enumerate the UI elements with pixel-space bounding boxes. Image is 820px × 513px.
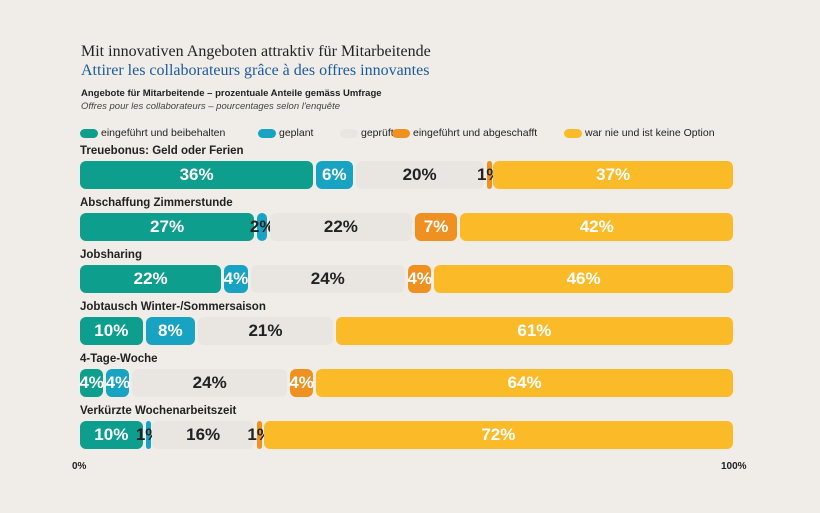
bar-segment: 6% xyxy=(316,161,353,189)
bar-segment: 7% xyxy=(414,213,458,241)
tick-label-0: 0% xyxy=(72,461,87,472)
data-label: 37% xyxy=(596,165,631,184)
bar-segment: 1% xyxy=(247,421,272,449)
data-label: 6% xyxy=(322,165,347,184)
legend-label: eingeführt und beibehalten xyxy=(101,127,226,139)
data-label: 61% xyxy=(517,321,552,340)
data-label: 20% xyxy=(402,165,437,184)
data-label: 2% xyxy=(249,217,275,236)
data-label: 46% xyxy=(566,269,601,288)
data-label: 4% xyxy=(79,373,104,392)
bar-segment: 20% xyxy=(355,161,484,189)
legend-item: eingeführt und abgeschafft xyxy=(392,127,537,139)
legend-swatch xyxy=(340,128,358,138)
data-label: 16% xyxy=(186,425,221,444)
bar-segment: 8% xyxy=(145,317,196,345)
bar-segment: 4% xyxy=(407,265,432,293)
bar-segment: 22% xyxy=(80,265,222,293)
bar-segment: 1% xyxy=(136,421,160,449)
data-label: 24% xyxy=(192,373,227,392)
bar-segment: 4% xyxy=(223,265,249,293)
bar-segment: 37% xyxy=(493,161,733,189)
legend-swatch xyxy=(392,128,410,138)
bar-segment: 2% xyxy=(250,213,274,241)
data-label: 64% xyxy=(507,373,542,392)
data-label: 8% xyxy=(158,321,183,340)
category-label: Verkürzte Wochenarbeitszeit xyxy=(80,405,237,417)
data-label: 27% xyxy=(150,217,185,236)
bar-segment: 1% xyxy=(477,161,502,189)
data-label: 21% xyxy=(248,321,283,340)
legend-label: geprüft xyxy=(361,127,394,139)
subtitle-de: Angebote für Mitarbeitende – prozentuale… xyxy=(81,88,382,99)
data-label: 72% xyxy=(481,425,516,444)
bar-segment: 21% xyxy=(198,317,333,345)
bar-segment: 36% xyxy=(80,161,314,189)
bar-segment: 16% xyxy=(152,421,255,449)
bar-segment: 64% xyxy=(316,369,733,397)
category-label: 4-Tage-Woche xyxy=(80,353,158,365)
bar-segment: 42% xyxy=(460,213,733,241)
legend-item: war nie und ist keine Option xyxy=(564,127,715,139)
bar-segment: 72% xyxy=(263,421,733,449)
bar-segment: 22% xyxy=(270,213,412,241)
data-label: 24% xyxy=(310,269,345,288)
bar-segment: 4% xyxy=(289,369,314,397)
legend-item: geplant xyxy=(258,127,313,139)
data-label: 10% xyxy=(94,321,129,340)
data-label: 36% xyxy=(179,165,214,184)
data-label: 42% xyxy=(579,217,614,236)
bar-segment: 24% xyxy=(132,369,287,397)
data-label: 7% xyxy=(423,217,449,236)
subtitle-fr: Offres pour les collaborateurs – pourcen… xyxy=(81,101,341,112)
legend-item: eingeführt und beibehalten xyxy=(80,127,225,139)
legend-swatch xyxy=(564,128,582,138)
bar-segment: 27% xyxy=(80,213,255,241)
tick-label-100: 100% xyxy=(721,461,747,472)
data-label: 22% xyxy=(133,269,168,288)
bar-segment: 61% xyxy=(335,317,733,345)
title-de: Mit innovativen Angeboten attraktiv für … xyxy=(81,43,431,60)
data-label: 10% xyxy=(94,425,129,444)
data-label: 22% xyxy=(323,217,358,236)
legend-label: geplant xyxy=(279,127,314,139)
bar-segment: 4% xyxy=(105,369,131,397)
legend-label: war nie und ist keine Option xyxy=(585,127,715,139)
bar-segment: 24% xyxy=(250,265,405,293)
bar-segment: 10% xyxy=(80,317,143,345)
category-label: Abschaffung Zimmerstunde xyxy=(80,197,233,209)
category-label: Treuebonus: Geld oder Ferien xyxy=(80,145,244,157)
legend-swatch xyxy=(80,128,98,138)
category-label: Jobsharing xyxy=(80,249,142,261)
category-label: Jobtausch Winter-/Sommersaison xyxy=(80,301,266,313)
legend-item: geprüft xyxy=(340,127,394,139)
bar-segment: 10% xyxy=(80,421,143,449)
legend-swatch xyxy=(258,128,276,138)
data-label: 4% xyxy=(289,373,314,392)
title-fr: Attirer les collaborateurs grâce à des o… xyxy=(81,62,430,79)
data-label: 4% xyxy=(223,269,249,288)
data-label: 4% xyxy=(407,269,432,288)
data-label: 4% xyxy=(105,373,131,392)
bar-segment: 4% xyxy=(79,369,104,397)
bar-segment: 46% xyxy=(434,265,733,293)
legend-label: eingeführt und abgeschafft xyxy=(413,127,538,139)
